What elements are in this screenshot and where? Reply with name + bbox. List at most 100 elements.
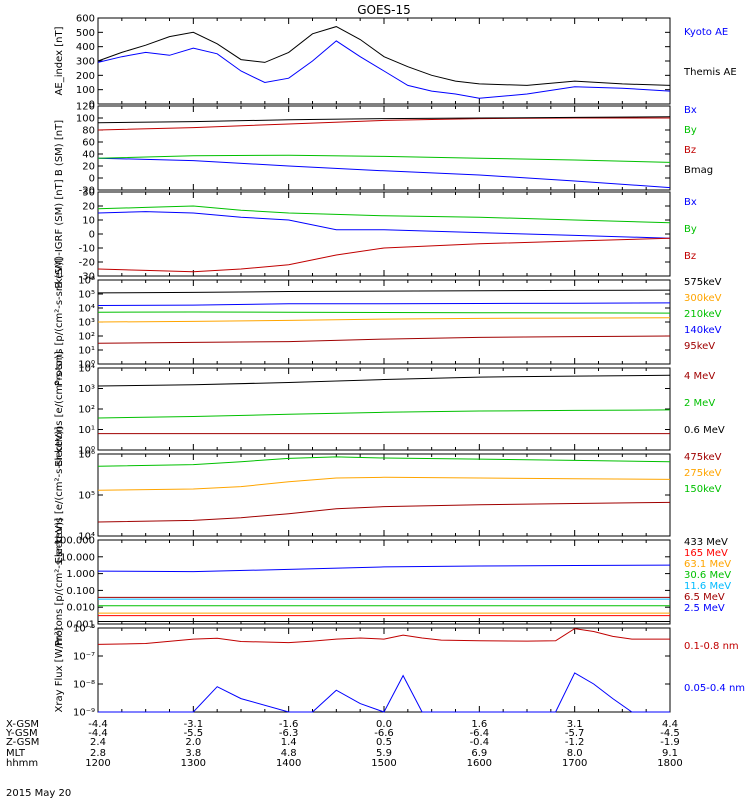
y-tick-label: 10⁰ <box>78 446 95 457</box>
time-axis-value: 1700 <box>562 758 587 769</box>
panel-1: 0 100 200 300 400 500 600 AE_index [nT] Kyoto AE… <box>54 14 737 111</box>
time-axis-value: -1.2 <box>565 737 585 748</box>
y-tick-label: 100 <box>76 85 95 96</box>
series-line-1 <box>97 211 671 239</box>
time-axis-row-label: MLT <box>6 748 26 759</box>
legend-entry: 6.5 MeV <box>684 592 725 603</box>
legend-entry: 4 MeV <box>684 371 715 382</box>
y-tick-label: 10.000 <box>60 552 95 563</box>
time-axis-value: -4.5 <box>660 728 680 739</box>
time-axis-value: 4.8 <box>281 748 297 759</box>
time-axis-value: 8.0 <box>567 748 583 759</box>
legend-entry: 63.1 MeV <box>684 559 731 570</box>
time-axis-value: 3.8 <box>185 748 201 759</box>
y-axis-label: Protons [p/(cm²-s-sr-keV)] <box>54 518 65 646</box>
y-tick-label: 10¹ <box>78 346 95 357</box>
legend-entry: 0.1-0.8 nm <box>684 641 739 652</box>
time-axis-value: 3.1 <box>567 719 583 730</box>
time-axis-value: 1.6 <box>471 719 487 730</box>
series-line-7 <box>97 564 671 573</box>
legend-entry: Themis AE <box>683 67 737 78</box>
time-axis-value: 0.0 <box>376 719 392 730</box>
series-line-3 <box>97 311 671 314</box>
time-axis-value: 5.9 <box>376 748 392 759</box>
y-tick-label: 10⁵ <box>78 491 95 502</box>
legend-entry: 30.6 MeV <box>684 570 731 581</box>
time-axis-value: -5.7 <box>565 728 585 739</box>
y-tick-label: 40 <box>82 150 95 161</box>
y-axis-label: Electrons [e/(cm²-s-sr)] <box>54 351 65 467</box>
y-tick-label: 10⁴ <box>78 304 95 315</box>
y-tick-label: 80 <box>82 126 95 137</box>
time-axis-value: 4.4 <box>662 719 678 730</box>
y-tick-label: 10⁶ <box>78 450 95 461</box>
time-axis-row-label: hhmm <box>6 758 38 769</box>
y-tick-label: -10 <box>79 244 95 255</box>
panel-frame <box>97 367 671 451</box>
y-tick-label: 0 <box>89 230 95 241</box>
y-tick-label: 60 <box>82 138 95 149</box>
legend-entry: 275keV <box>684 468 722 479</box>
y-tick-label: 20 <box>82 202 95 213</box>
series-line-3 <box>97 456 671 467</box>
panel-5: 10⁰ 10¹ 10² 10³ 10⁴ Electrons [e/(cm²-s-sr)] 4… <box>54 351 725 467</box>
y-axis-label: Protons [p/(cm²-s-sr-keV)] <box>54 258 65 386</box>
legend-entry: 95keV <box>684 341 715 352</box>
series-line-1 <box>97 501 671 523</box>
y-tick-label: 10² <box>78 332 95 343</box>
time-axis-value: -6.6 <box>374 728 394 739</box>
y-tick-label: 0.010 <box>66 603 95 614</box>
time-axis-value: 1300 <box>181 758 206 769</box>
time-axis-value: 9.1 <box>662 748 678 759</box>
y-tick-label: -30 <box>79 272 95 283</box>
y-tick-label: 10¹ <box>78 425 95 436</box>
date-label: 2015 May 20 <box>6 788 71 799</box>
time-axis-value: -4.4 <box>88 728 108 739</box>
y-tick-label: 0.100 <box>66 586 95 597</box>
time-axis-value: 1800 <box>657 758 682 769</box>
series-line-1 <box>97 40 671 99</box>
time-axis-value: -1.9 <box>660 737 680 748</box>
legend-entry: 2.5 MeV <box>684 603 725 614</box>
panel-6: 10⁴ 10⁵ 10⁶ Electrons [e/(cm²-s-sr-keV)] 475… <box>54 426 722 563</box>
legend-entry: Bx <box>684 197 697 208</box>
series-line-3 <box>97 117 670 131</box>
time-axis-row-label: Z-GSM <box>6 737 39 748</box>
y-tick-label: 10 <box>82 216 95 227</box>
y-tick-label: 10³ <box>78 384 95 395</box>
y-tick-label: 10⁻⁶ <box>73 624 95 635</box>
legend-entry: 0.05-0.4 nm <box>684 683 745 694</box>
time-axis-value: -1.6 <box>279 719 299 730</box>
y-tick-label: 0 <box>89 100 95 111</box>
y-tick-label: 500 <box>76 28 95 39</box>
y-axis-label: B (SM)-IGRF (SM) [nT] <box>54 179 65 288</box>
time-axis-value: 6.9 <box>471 748 487 759</box>
y-tick-label: 10⁰ <box>78 360 95 371</box>
legend-entry: 433 MeV <box>684 537 728 548</box>
series-line-3 <box>97 374 671 387</box>
y-tick-label: -20 <box>79 258 95 269</box>
series-line-5 <box>97 335 671 344</box>
y-tick-label: 10⁻⁸ <box>73 680 95 691</box>
legend-entry: Kyoto AE <box>684 27 728 38</box>
series-line-2 <box>97 317 671 323</box>
time-axis-value: -6.3 <box>279 728 299 739</box>
series-line-2 <box>97 154 671 163</box>
panel-8: 10⁻⁹ 10⁻⁸ 10⁻⁷ 10⁻⁶ Xray Flux [W/m²] 0.1-0.8 … <box>54 624 745 719</box>
time-axis-value: 1600 <box>467 758 492 769</box>
time-axis-value: 1500 <box>371 758 396 769</box>
y-tick-label: 100.000 <box>54 536 95 547</box>
legend-entry: 140keV <box>684 325 722 336</box>
time-axis-value: -3.1 <box>184 719 204 730</box>
y-tick-label: -20 <box>79 186 95 197</box>
legend-entry: 210keV <box>684 309 722 320</box>
panel-frame <box>97 191 671 277</box>
legend-entry: 300keV <box>684 293 722 304</box>
chart-title: GOES-15 <box>357 3 411 17</box>
y-tick-label: 20 <box>82 162 95 173</box>
time-axis-value: 2.8 <box>90 748 106 759</box>
series-line-2 <box>97 476 671 491</box>
legend-entry: By <box>684 125 697 136</box>
y-tick-label: 10² <box>78 405 95 416</box>
